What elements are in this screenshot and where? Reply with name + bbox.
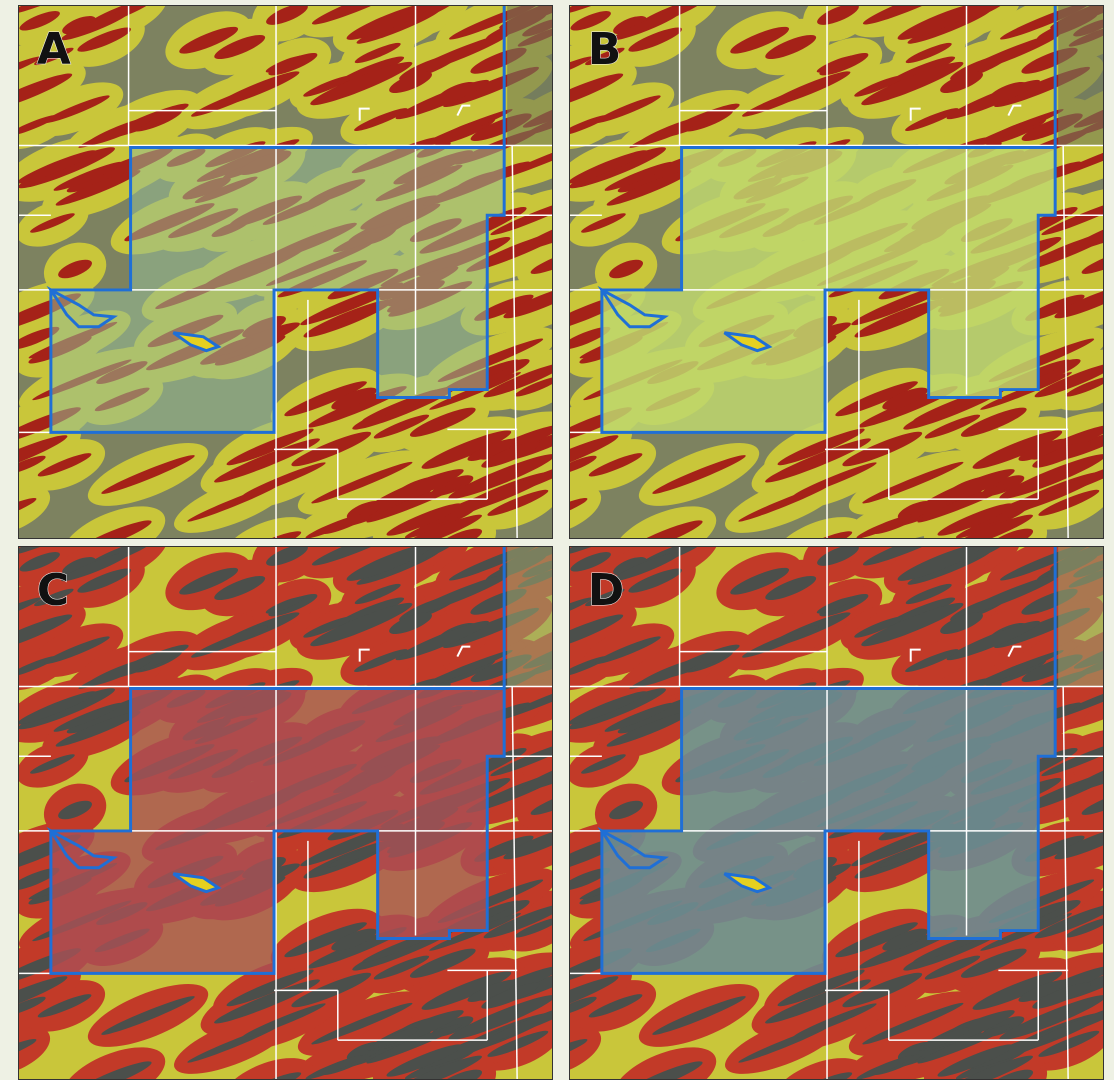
panel-label: C — [37, 565, 69, 616]
map-panel: A — [18, 5, 553, 539]
panel-label: A — [37, 24, 71, 75]
panel-label: D — [588, 565, 624, 616]
adjacent-parcel — [1058, 6, 1103, 145]
figure: A B C D (() => { const data = JSON.parse… — [0, 0, 1114, 1080]
adjacent-parcel — [1058, 547, 1103, 686]
map-panel: B — [569, 5, 1104, 539]
map-panel: C — [18, 546, 553, 1080]
panel-label: B — [588, 24, 621, 75]
adjacent-parcel — [507, 547, 552, 686]
map-panel: D — [569, 546, 1104, 1080]
adjacent-parcel — [507, 6, 552, 145]
